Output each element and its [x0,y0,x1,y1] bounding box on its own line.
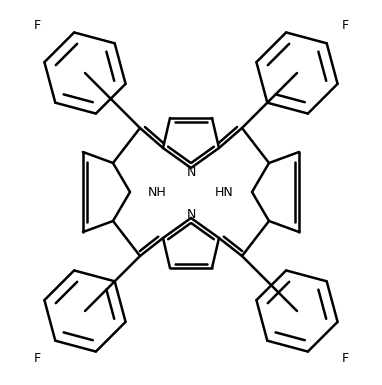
Text: F: F [34,18,40,32]
Text: F: F [34,353,40,365]
Text: N: N [186,166,196,179]
Text: F: F [342,353,348,365]
Text: F: F [342,18,348,32]
Text: HN: HN [215,186,234,199]
Text: NH: NH [148,186,167,199]
Text: N: N [186,208,196,221]
